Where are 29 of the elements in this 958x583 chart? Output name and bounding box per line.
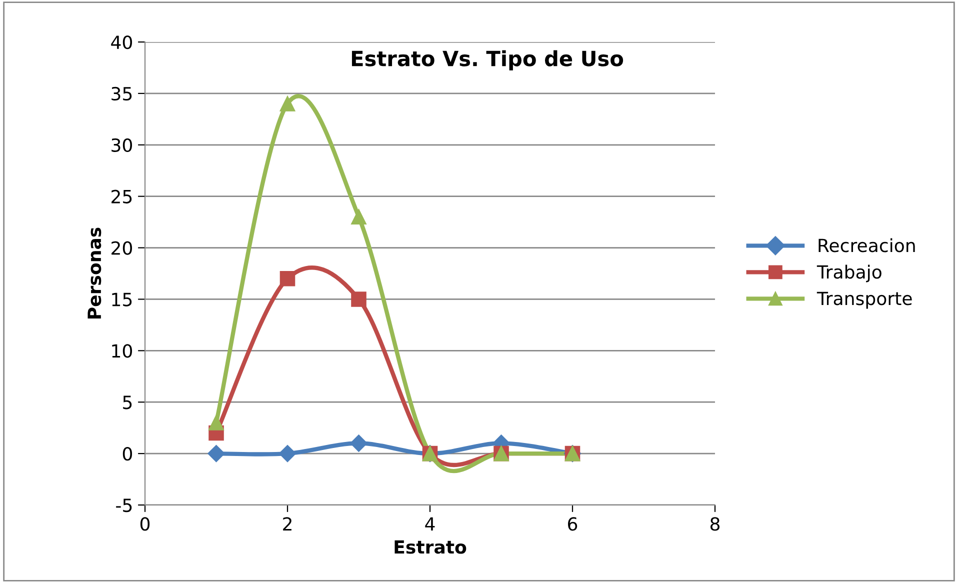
y-tick-label: 40 [111,35,132,50]
y-tick-label: 30 [112,138,132,152]
point [208,445,225,462]
legend-label: Transporte [816,292,912,309]
y-tick-label: 35 [112,86,132,101]
x-tick-label: 4 [425,517,435,531]
point [280,271,296,286]
legend-label: Trabajo [816,264,882,282]
point [351,292,366,307]
x-tick-label: 8 [710,517,720,531]
point [208,415,224,430]
x-tick-label: 2 [283,517,292,531]
chart-title: Estrato Vs. Tipo de Uso [352,50,624,70]
point [351,209,366,225]
point [350,434,368,452]
x-axis-title: Estrato [394,540,466,554]
y-tick-label: 25 [112,190,132,204]
x-tick-label: 0 [140,517,150,531]
legend-label: Recreacion [818,238,915,252]
y-tick-label: 5 [123,396,132,410]
y-tick-label: 15 [112,292,132,306]
y-tick-label: 20 [112,241,132,255]
y-tick-label: -5 [116,498,132,512]
y-tick-label: 10 [112,344,132,358]
y-axis-title: Personas [88,228,102,318]
point [278,445,296,462]
y-tick-label: 0 [122,447,132,461]
x-tick-label: 6 [568,517,578,531]
point [280,96,296,112]
